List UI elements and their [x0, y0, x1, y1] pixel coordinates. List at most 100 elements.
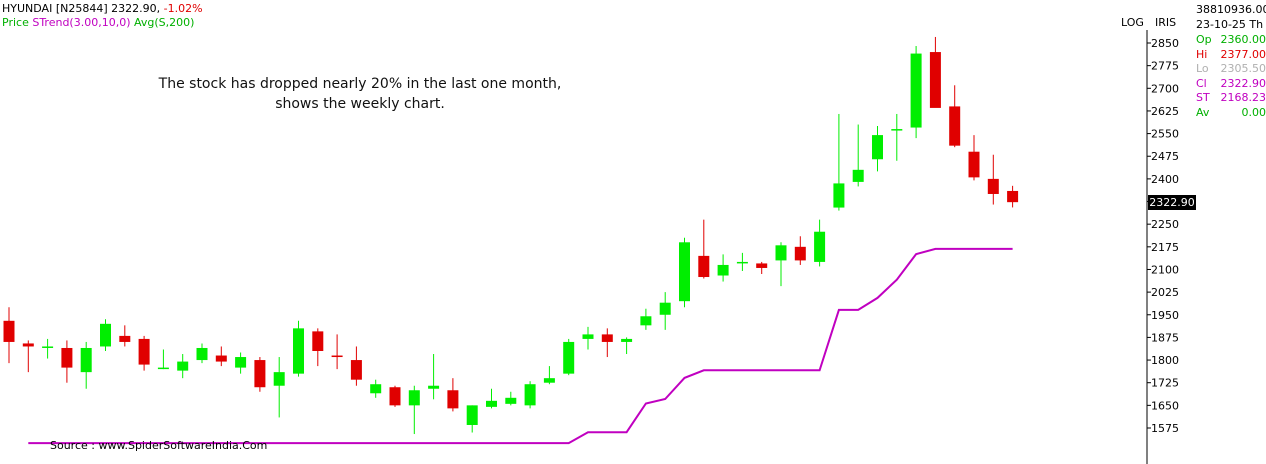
y-tick-label: 2625: [1151, 105, 1179, 118]
candle-body: [582, 334, 594, 339]
y-tick-label: 1875: [1151, 331, 1179, 344]
candle-body: [698, 255, 710, 278]
candle: [891, 113, 903, 161]
candle: [389, 385, 401, 407]
candle-body: [447, 390, 459, 409]
candle-body: [3, 320, 15, 342]
info-key: Lo: [1196, 62, 1209, 75]
candle-body: [968, 151, 980, 178]
iris-toggle[interactable]: IRIS: [1155, 16, 1177, 29]
candle-body: [273, 372, 285, 386]
candle: [794, 236, 806, 265]
candle-body: [1007, 190, 1019, 203]
y-tick-label: 2850: [1151, 37, 1179, 50]
candle: [3, 307, 15, 364]
header-symbol: HYUNDAI [N25844] 2322.90, -1.02%: [2, 2, 203, 15]
info-value: 2360.00: [1220, 33, 1266, 46]
candle-body: [891, 129, 903, 131]
candle: [370, 379, 382, 398]
info-row-lo: Lo 2305.50: [1196, 62, 1266, 75]
candle: [61, 340, 73, 383]
log-toggle[interactable]: LOG: [1121, 16, 1144, 29]
candles-layer: [3, 36, 1019, 435]
candle: [447, 378, 459, 412]
y-tick-label: 2550: [1151, 128, 1179, 141]
candle-body: [717, 264, 729, 276]
y-tick-label: 2700: [1151, 82, 1179, 95]
candle-body: [42, 346, 54, 348]
candle: [949, 85, 961, 148]
candle-body: [775, 245, 787, 261]
candle-body: [505, 397, 517, 404]
candle: [486, 388, 497, 409]
info-value: 0.00: [1241, 105, 1266, 119]
candle: [814, 219, 826, 267]
candle-body: [872, 135, 883, 160]
legend-strend: STrend(3.00,10,0): [32, 16, 131, 29]
current-price-label: 2322.90: [1148, 195, 1196, 211]
candle: [872, 126, 883, 172]
y-tick-label: 2775: [1151, 60, 1179, 73]
candle: [80, 341, 92, 389]
candle: [582, 326, 594, 350]
candle-body: [543, 378, 555, 383]
change-percent: -1.02%: [163, 2, 203, 15]
info-row-av: Av 0.00: [1196, 106, 1266, 119]
candle: [273, 357, 285, 418]
candle: [157, 349, 169, 370]
candle-body: [563, 341, 575, 374]
candle-body: [601, 334, 613, 342]
candle: [408, 385, 420, 435]
candle: [466, 405, 478, 433]
candle: [543, 366, 555, 385]
info-value: 2305.50: [1220, 62, 1266, 75]
candle: [775, 242, 787, 287]
info-value: 2377.00: [1220, 47, 1266, 61]
candle-body: [312, 331, 324, 351]
candle-body: [659, 302, 671, 315]
candle-body: [852, 169, 864, 182]
candle: [987, 154, 999, 205]
candle: [698, 219, 710, 279]
candle: [119, 325, 131, 347]
price-axis: 1575 1650 1725 1800 1875 1950 2025 2100 2175 2250…: [1146, 30, 1179, 464]
info-date: 23-10-25 Th: [1196, 18, 1264, 31]
candle: [833, 113, 845, 211]
candle: [196, 343, 208, 364]
y-tick-label: 2475: [1151, 150, 1179, 163]
candle: [756, 261, 768, 274]
candle-body: [910, 53, 922, 128]
candle-body: [22, 343, 34, 347]
candle: [235, 352, 247, 374]
candle-body: [215, 355, 227, 362]
candle: [42, 338, 54, 359]
info-value: 2168.23: [1220, 91, 1266, 104]
y-tick-label: 2025: [1151, 286, 1179, 299]
candle-body: [524, 384, 536, 406]
last-price: 2322.90: [111, 2, 157, 15]
info-row-cl: Cl 2322.90: [1196, 77, 1266, 90]
candle-body: [235, 357, 247, 368]
candle-body: [428, 385, 440, 389]
info-key: Hi: [1196, 47, 1208, 61]
candle: [254, 357, 266, 392]
candle-body: [794, 246, 806, 261]
supertrend-layer: [28, 247, 1013, 445]
y-tick-label: 1950: [1151, 309, 1179, 322]
candle-body: [254, 360, 266, 388]
candle: [563, 338, 575, 376]
candle: [640, 308, 652, 330]
candle: [910, 46, 922, 139]
candle: [350, 346, 362, 386]
legend-price: Price: [2, 16, 29, 29]
candle: [717, 254, 729, 282]
source-credit: Source : www.SpiderSoftwareIndia.Com: [50, 439, 268, 452]
candle-body: [138, 338, 150, 365]
candle-body: [987, 178, 999, 194]
info-row-hi: Hi 2377.00: [1196, 48, 1266, 61]
candle: [331, 334, 343, 370]
candle: [505, 391, 517, 406]
candle-body: [370, 384, 382, 394]
candle-body: [949, 106, 961, 146]
